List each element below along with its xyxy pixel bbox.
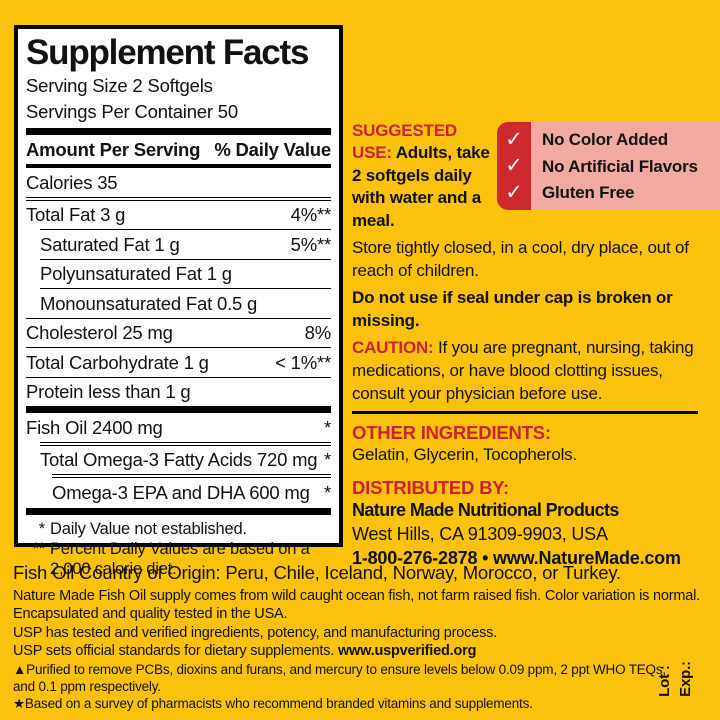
table-row: Saturated Fat 1 g 5%** [40,229,331,259]
supply-statement: Nature Made Fish Oil supply comes from w… [13,587,700,604]
badge-check-column: ✓ ✓ ✓ [497,122,531,210]
country-of-origin: Fish Oil Country of Origin: Peru, Chile,… [13,562,621,583]
row-value: * [324,416,331,438]
row-value: < 1%** [275,351,331,373]
table-row: Total Fat 3 g 4%** [26,196,332,230]
header-daily-value: % Daily Value [214,139,331,161]
row-label: Saturated Fat 1 g [40,233,180,255]
lot-exp-text: Lot : Exp.: [654,661,696,697]
distributor-phone-web: 1-800-276-2878 • www.NatureMade.com [352,548,681,568]
table-row: Total Carbohydrate 1 g < 1%** [26,347,331,377]
section-divider [352,411,698,415]
row-value [325,263,331,285]
row-label: Monounsaturated Fat 0.5 g [40,292,258,314]
header-amount-per-serving: Amount Per Serving [26,139,201,161]
table-row: Calories 35 [26,168,331,197]
usp-url: www.uspverified.org [337,643,477,660]
row-value: 4%** [290,204,332,226]
footnote-text: Daily Value not established. [50,519,247,538]
serving-size: Serving Size 2 Softgels [26,75,213,97]
distributor-address: West Hills, CA 91309-9903, USA [352,524,608,545]
bottom-disclosures: Fish Oil Country of Origin: Peru, Chile,… [13,561,713,713]
badge-claim: No Artificial Flavors [542,156,698,176]
distributed-by-heading: DISTRIBUTED BY: [352,477,509,498]
row-value: 5%** [290,233,332,255]
suggested-use: SUGGESTED USE: Adults, take 2 softgels d… [352,120,494,232]
table-row: Cholesterol 25 mg 8% [26,317,332,348]
row-value [325,381,331,403]
checkmark-icon: ✓ [505,181,523,205]
supplement-facts-panel: Supplement Facts Serving Size 2 Softgels… [14,25,343,578]
checkmark-icon: ✓ [505,127,523,151]
caution-text: If you are pregnant, nursing, taking med… [352,338,694,403]
row-label: Omega-3 EPA and DHA 600 mg [52,481,310,503]
usp-standards-statement: USP sets official standards for dietary … [13,642,713,661]
table-row: Total Omega-3 Fatty Acids 720 mg * [40,441,331,475]
usp-tested-statement: USP has tested and verified ingredients,… [13,624,498,641]
footnotes: * Daily Value not established. ** Percen… [26,507,331,579]
footnote-symbol: ** [32,539,46,558]
supplement-table: Calories 35 Total Fat 3 g 4%** Saturated… [26,168,331,507]
row-label: Total Omega-3 Fatty Acids 720 mg [40,449,318,471]
table-row: Fish Oil 2400 mg * [26,406,331,442]
badge-claim: Gluten Free [542,183,635,202]
purified-statement: ▲Purified to remove PCBs, dioxins and fu… [13,661,666,695]
checkmark-icon: ✓ [505,154,523,178]
usp-standards-text: USP sets official standards for dietary … [13,643,338,660]
encapsulated-statement: Encapsulated and quality tested in the U… [13,606,288,623]
suggested-use-text: Adults, take 2 softgels daily with water… [352,143,490,230]
exp-label: Exp.: [677,661,694,697]
distributor-name: Nature Made Nutritional Products [352,500,619,521]
row-value [325,172,331,194]
other-ingredients-text: Gelatin, Glycerin, Tocopherols. [352,445,577,465]
table-row: Polyunsaturated Fat 1 g [40,258,331,289]
thick-divider [26,128,331,136]
table-row: Monounsaturated Fat 0.5 g [40,288,331,318]
footnote: ** Percent Daily Values are based on a 2… [26,539,331,579]
seal-warning: Do not use if seal under cap is broken o… [352,288,673,330]
badge-claim: No Color Added [542,130,668,149]
suggested-use-heading: SUGGESTED USE: [352,121,457,163]
row-label: Total Carbohydrate 1 g [26,351,209,373]
storage-instructions: Store tightly closed, in a cool, dry pla… [352,238,689,280]
other-ingredients-heading: OTHER INGREDIENTS: [352,422,551,444]
row-value: 8% [304,322,332,344]
survey-statement: ★Based on a survey of pharmacists who re… [13,696,533,712]
row-value: * [324,449,331,471]
footnote: * Daily Value not established. [26,519,331,539]
row-label: Calories 35 [26,171,118,193]
footnote-symbol: * [38,519,45,538]
row-label: Cholesterol 25 mg [26,322,173,344]
table-header: Amount Per Serving % Daily Value [26,135,331,169]
row-value [325,293,331,315]
right-column: Store tightly closed, in a cool, dry pla… [352,237,718,571]
servings-per-container: Servings Per Container 50 [26,100,238,122]
lot-label: Lot : [656,665,673,697]
claims-badge: ✓ ✓ ✓ No Color Added No Artificial Flavo… [497,122,720,210]
table-row: Omega-3 EPA and DHA 600 mg * [52,474,331,507]
caution: CAUTION: If you are pregnant, nursing, t… [352,337,718,405]
badge-claims-list: No Color Added No Artificial Flavors Glu… [542,127,698,207]
row-label: Polyunsaturated Fat 1 g [40,263,232,285]
footnote-text: Percent Daily Values are based on a 2,00… [50,539,310,579]
caution-heading: CAUTION: [352,338,434,358]
row-label: Protein less than 1 g [26,381,191,403]
table-row: Protein less than 1 g [26,376,331,407]
panel-title: Supplement Facts [26,33,309,72]
row-label: Fish Oil 2400 mg [26,416,163,438]
lot-exp-block: Lot : Exp.: [642,646,708,712]
row-label: Total Fat 3 g [26,204,126,226]
row-value: * [324,481,331,503]
